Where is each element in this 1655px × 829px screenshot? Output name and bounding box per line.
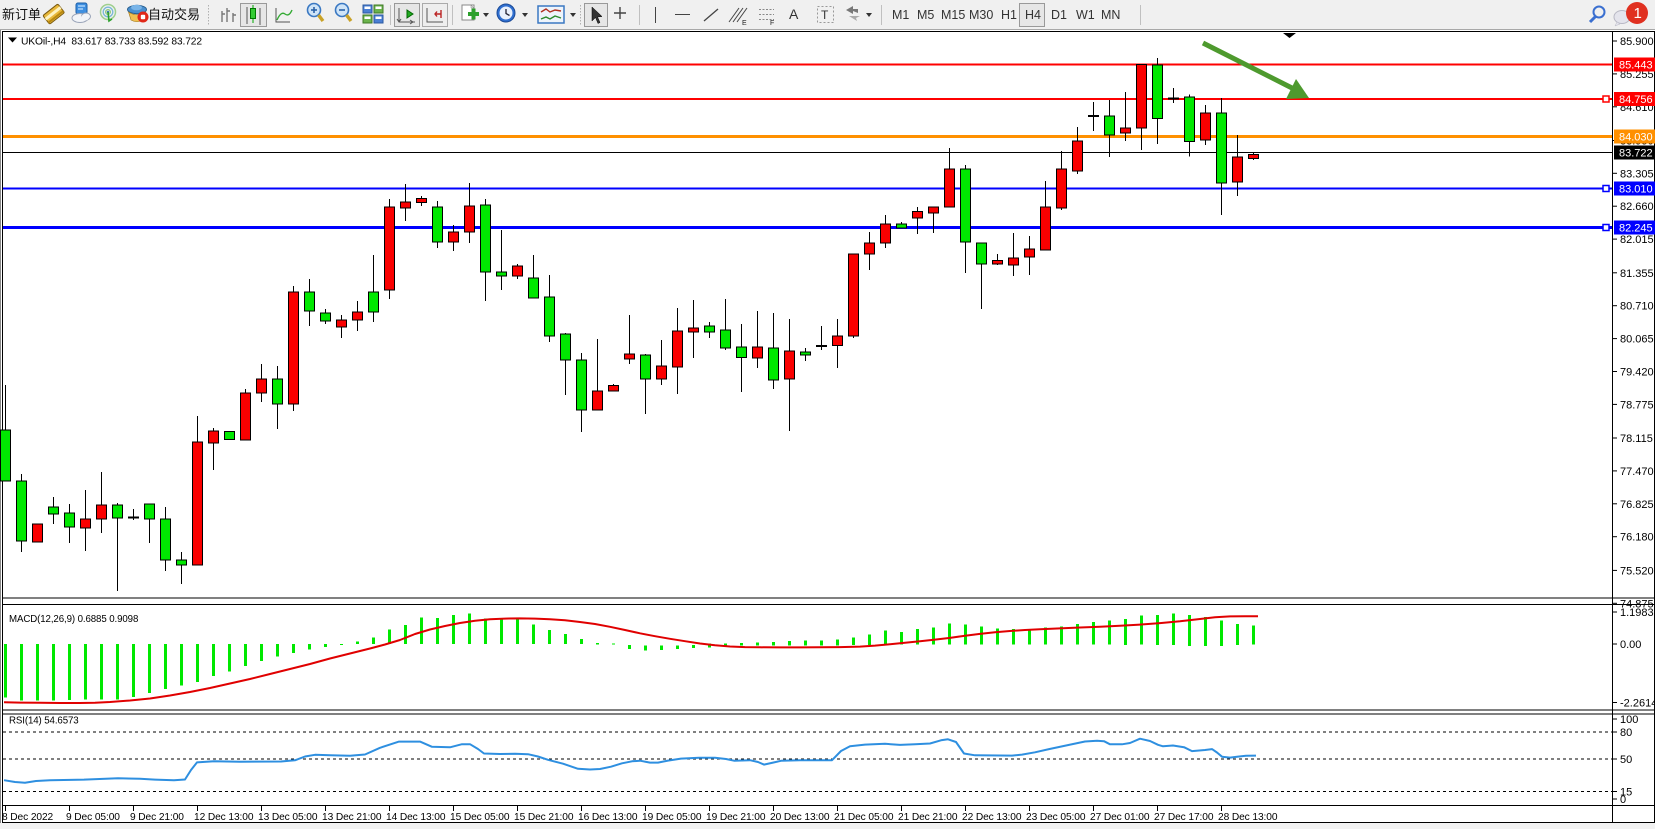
svg-text:76.180: 76.180 (1620, 532, 1654, 544)
svg-text:自动交易: 自动交易 (148, 7, 200, 22)
svg-text:M1: M1 (892, 8, 909, 22)
svg-text:MACD(12,26,9) 0.6885 0.9098: MACD(12,26,9) 0.6885 0.9098 (9, 614, 138, 625)
svg-text:15 Dec 21:00: 15 Dec 21:00 (514, 812, 574, 823)
svg-text:20 Dec 13:00: 20 Dec 13:00 (770, 812, 830, 823)
svg-text:0.00: 0.00 (1620, 639, 1641, 651)
svg-text:75.520: 75.520 (1620, 565, 1654, 577)
svg-text:9 Dec 05:00: 9 Dec 05:00 (66, 812, 120, 823)
svg-text:78.775: 78.775 (1620, 399, 1654, 411)
svg-text:H4: H4 (1025, 8, 1041, 22)
svg-text:100: 100 (1620, 714, 1638, 726)
svg-text:80.710: 80.710 (1620, 301, 1654, 313)
svg-text:12 Dec 13:00: 12 Dec 13:00 (194, 812, 254, 823)
svg-text:82.245: 82.245 (1619, 223, 1653, 235)
svg-text:13 Dec 21:00: 13 Dec 21:00 (322, 812, 382, 823)
svg-text:-2.2614: -2.2614 (1620, 698, 1655, 710)
svg-text:81.355: 81.355 (1620, 268, 1654, 280)
svg-text:83.722: 83.722 (1619, 148, 1653, 160)
svg-text:77.470: 77.470 (1620, 466, 1654, 478)
svg-text:19 Dec 21:00: 19 Dec 21:00 (706, 812, 766, 823)
svg-text:82.015: 82.015 (1620, 234, 1654, 246)
svg-text:85.900: 85.900 (1620, 36, 1654, 48)
svg-text:78.115: 78.115 (1620, 433, 1653, 445)
svg-text:27 Dec 17:00: 27 Dec 17:00 (1154, 812, 1214, 823)
svg-text:T: T (821, 8, 829, 22)
svg-text:84.030: 84.030 (1619, 132, 1653, 144)
svg-text:74.875: 74.875 (1620, 598, 1654, 610)
svg-text:19 Dec 05:00: 19 Dec 05:00 (642, 812, 702, 823)
svg-text:MN: MN (1101, 8, 1120, 22)
svg-text:50: 50 (1620, 754, 1632, 766)
svg-text:F: F (770, 20, 774, 27)
svg-text:8 Dec 2022: 8 Dec 2022 (2, 812, 54, 823)
svg-text:23 Dec 05:00: 23 Dec 05:00 (1026, 812, 1086, 823)
svg-text:14 Dec 13:00: 14 Dec 13:00 (386, 812, 446, 823)
svg-text:0: 0 (1620, 794, 1626, 806)
svg-text:M30: M30 (969, 8, 993, 22)
svg-text:85.255: 85.255 (1620, 69, 1654, 81)
svg-text:E: E (742, 20, 747, 27)
svg-text:1: 1 (1634, 5, 1642, 22)
svg-text:9 Dec 21:00: 9 Dec 21:00 (130, 812, 184, 823)
svg-text:15 Dec 05:00: 15 Dec 05:00 (450, 812, 510, 823)
svg-text:16 Dec 13:00: 16 Dec 13:00 (578, 812, 638, 823)
svg-text:83.305: 83.305 (1620, 168, 1654, 180)
svg-text:28 Dec 13:00: 28 Dec 13:00 (1218, 812, 1278, 823)
svg-text:21 Dec 05:00: 21 Dec 05:00 (834, 812, 894, 823)
svg-text:27 Dec 01:00: 27 Dec 01:00 (1090, 812, 1150, 823)
svg-text:UKOil-,H4 83.617 83.733 83.59: UKOil-,H4 83.617 83.733 83.592 83.722 (21, 37, 202, 48)
svg-text:79.420: 79.420 (1620, 367, 1654, 379)
svg-text:RSI(14) 54.6573: RSI(14) 54.6573 (9, 716, 79, 727)
svg-text:85.443: 85.443 (1619, 60, 1653, 72)
svg-text:76.825: 76.825 (1620, 499, 1654, 511)
svg-text:W1: W1 (1076, 8, 1095, 22)
svg-text:M15: M15 (941, 8, 965, 22)
svg-text:H1: H1 (1001, 8, 1017, 22)
svg-text:80.065: 80.065 (1620, 334, 1654, 346)
svg-text:22 Dec 13:00: 22 Dec 13:00 (962, 812, 1022, 823)
svg-text:21 Dec 21:00: 21 Dec 21:00 (898, 812, 958, 823)
svg-text:D1: D1 (1051, 8, 1067, 22)
svg-text:新订单: 新订单 (2, 7, 41, 22)
svg-text:A: A (789, 6, 799, 22)
svg-text:84.756: 84.756 (1619, 94, 1653, 106)
svg-text:83.010: 83.010 (1619, 184, 1653, 196)
svg-text:82.660: 82.660 (1620, 201, 1654, 213)
svg-text:15: 15 (1620, 787, 1632, 799)
svg-text:13 Dec 05:00: 13 Dec 05:00 (258, 812, 318, 823)
svg-text:M5: M5 (917, 8, 934, 22)
svg-text:80: 80 (1620, 727, 1632, 739)
svg-text:1.1983: 1.1983 (1620, 607, 1654, 619)
